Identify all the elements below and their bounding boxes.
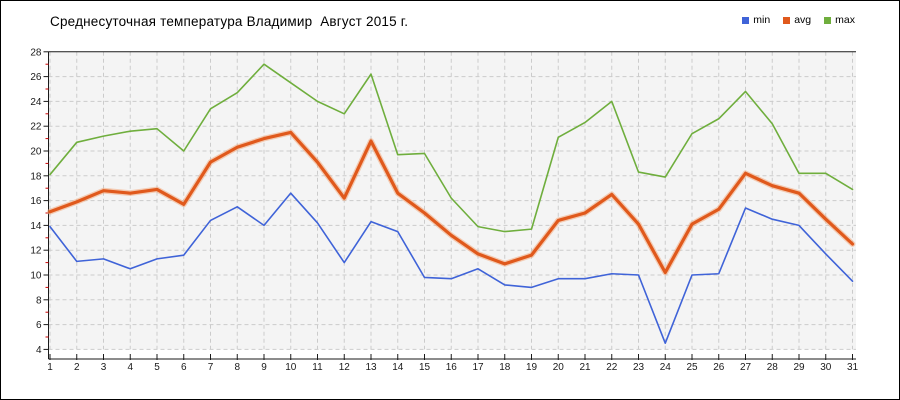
svg-text:21: 21 bbox=[579, 362, 591, 373]
svg-text:13: 13 bbox=[365, 362, 377, 373]
svg-text:16: 16 bbox=[446, 362, 458, 373]
svg-text:18: 18 bbox=[499, 362, 511, 373]
svg-text:28: 28 bbox=[30, 47, 42, 58]
min-series-swatch-icon bbox=[742, 16, 750, 24]
svg-text:14: 14 bbox=[392, 362, 404, 373]
svg-text:4: 4 bbox=[36, 345, 42, 356]
svg-text:10: 10 bbox=[285, 362, 297, 373]
svg-text:26: 26 bbox=[713, 362, 725, 373]
svg-text:16: 16 bbox=[30, 196, 42, 207]
svg-text:26: 26 bbox=[30, 72, 42, 83]
svg-text:12: 12 bbox=[30, 246, 42, 257]
svg-text:30: 30 bbox=[820, 362, 832, 373]
svg-text:24: 24 bbox=[30, 97, 42, 108]
svg-text:19: 19 bbox=[526, 362, 538, 373]
legend-item-max: max bbox=[824, 14, 855, 26]
svg-text:5: 5 bbox=[154, 362, 160, 373]
avg-series-swatch-icon bbox=[783, 16, 791, 24]
svg-text:25: 25 bbox=[686, 362, 698, 373]
svg-text:8: 8 bbox=[234, 362, 240, 373]
svg-text:9: 9 bbox=[261, 362, 267, 373]
svg-text:14: 14 bbox=[30, 221, 42, 232]
svg-text:28: 28 bbox=[767, 362, 779, 373]
svg-text:15: 15 bbox=[419, 362, 431, 373]
svg-text:17: 17 bbox=[472, 362, 484, 373]
svg-text:3: 3 bbox=[101, 362, 107, 373]
legend-item-avg: avg bbox=[783, 14, 811, 26]
svg-text:1: 1 bbox=[47, 362, 53, 373]
svg-text:24: 24 bbox=[660, 362, 672, 373]
legend-label-max: max bbox=[835, 14, 855, 26]
svg-text:20: 20 bbox=[30, 147, 42, 158]
svg-text:20: 20 bbox=[553, 362, 565, 373]
max-series-swatch-icon bbox=[824, 16, 832, 24]
svg-text:22: 22 bbox=[606, 362, 618, 373]
svg-text:22: 22 bbox=[30, 122, 42, 133]
svg-text:4: 4 bbox=[127, 362, 133, 373]
chart-title: Среднесуточная температура Владимир Авгу… bbox=[50, 14, 409, 29]
svg-text:7: 7 bbox=[208, 362, 214, 373]
svg-text:6: 6 bbox=[36, 320, 42, 331]
legend-label-min: min bbox=[753, 14, 771, 26]
svg-text:31: 31 bbox=[847, 362, 859, 373]
svg-text:8: 8 bbox=[36, 295, 42, 306]
svg-text:23: 23 bbox=[633, 362, 645, 373]
svg-text:2: 2 bbox=[74, 362, 80, 373]
svg-text:27: 27 bbox=[740, 362, 752, 373]
svg-text:11: 11 bbox=[312, 362, 323, 373]
svg-text:12: 12 bbox=[339, 362, 351, 373]
svg-text:6: 6 bbox=[181, 362, 187, 373]
svg-text:18: 18 bbox=[30, 171, 42, 182]
svg-text:29: 29 bbox=[793, 362, 805, 373]
legend-item-min: min bbox=[742, 14, 770, 26]
legend-label-avg: avg bbox=[794, 14, 812, 26]
svg-text:10: 10 bbox=[30, 271, 42, 282]
legend: min avg max bbox=[742, 14, 855, 26]
